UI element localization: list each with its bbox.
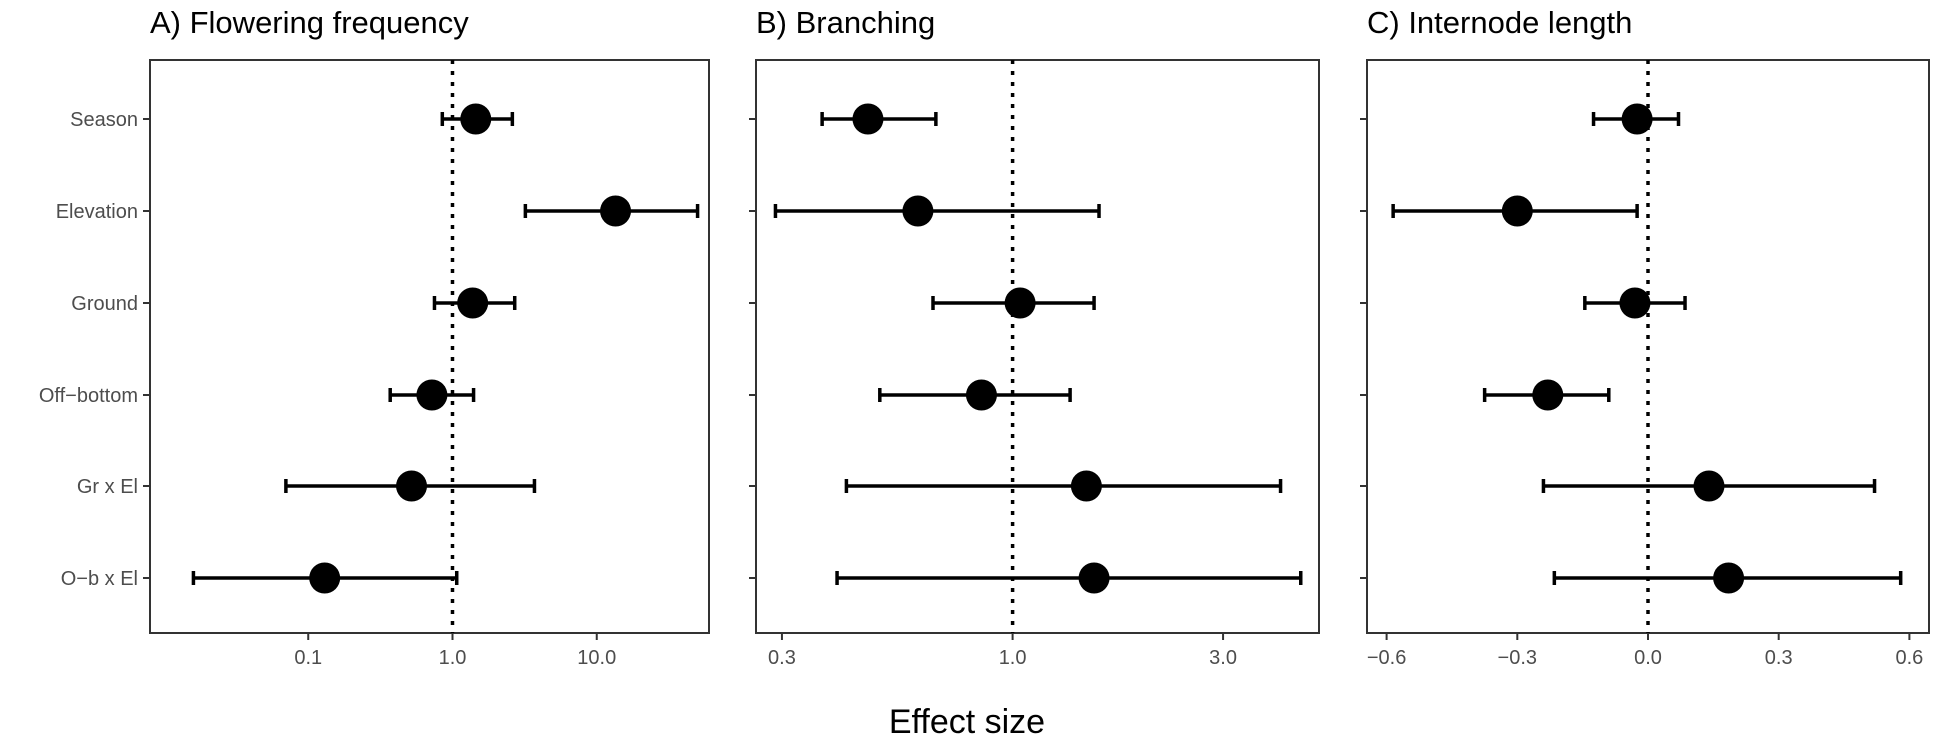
estimate-point <box>460 103 492 135</box>
y-tick-label: Elevation <box>56 201 138 223</box>
x-tick-label: 0.6 <box>1895 647 1923 669</box>
estimate-point <box>1619 287 1651 319</box>
y-tick-label: O−b x El <box>61 568 138 590</box>
y-tick-label: Ground <box>71 293 138 315</box>
panel-title: B) Branching <box>756 5 935 40</box>
y-tick-label: Season <box>70 109 138 131</box>
panels: A) Flowering frequency Season Elevation Gro… <box>39 5 1930 669</box>
estimate-point <box>396 470 428 502</box>
panel-frame <box>149 59 710 634</box>
estimate-point <box>416 379 448 411</box>
x-tick-label: −0.3 <box>1498 647 1537 669</box>
estimate-point <box>965 379 997 411</box>
panel-title: C) Internode length <box>1367 5 1632 40</box>
estimate-point <box>1693 470 1725 502</box>
estimate-point <box>1713 562 1745 594</box>
estimate-point <box>457 287 489 319</box>
estimate-point <box>1501 195 1533 227</box>
estimate-point <box>1070 470 1102 502</box>
x-tick-label: 0.3 <box>768 647 796 669</box>
estimate-point <box>1004 287 1036 319</box>
panel-3: C) Internode length −0.6 −0.3 0.0 0.3 0.6 <box>1360 5 1930 669</box>
x-tick-label: 3.0 <box>1209 647 1237 669</box>
x-axis-label: Effect size <box>889 703 1045 741</box>
panel-2: B) Branching 0.3 1.0 3.0 <box>749 5 1320 669</box>
estimate-point <box>1532 379 1564 411</box>
x-tick-label: 0.1 <box>294 647 322 669</box>
x-tick-label: 0.3 <box>1765 647 1793 669</box>
estimate-point <box>309 562 341 594</box>
y-tick-label: Gr x El <box>77 476 138 498</box>
panel-frame <box>755 59 1320 634</box>
panel-1: A) Flowering frequency Season Elevation Gro… <box>39 5 710 669</box>
panel-title: A) Flowering frequency <box>150 5 469 40</box>
x-tick-label: 1.0 <box>439 647 467 669</box>
x-tick-label: 0.0 <box>1634 647 1662 669</box>
x-tick-label: 1.0 <box>999 647 1027 669</box>
estimate-point <box>1078 562 1110 594</box>
estimate-point <box>852 103 884 135</box>
x-tick-label: −0.6 <box>1367 647 1406 669</box>
y-tick-label: Off−bottom <box>39 385 138 407</box>
estimate-point <box>1621 103 1653 135</box>
estimate-point <box>600 195 632 227</box>
estimate-point <box>902 195 934 227</box>
x-tick-label: 10.0 <box>577 647 616 669</box>
